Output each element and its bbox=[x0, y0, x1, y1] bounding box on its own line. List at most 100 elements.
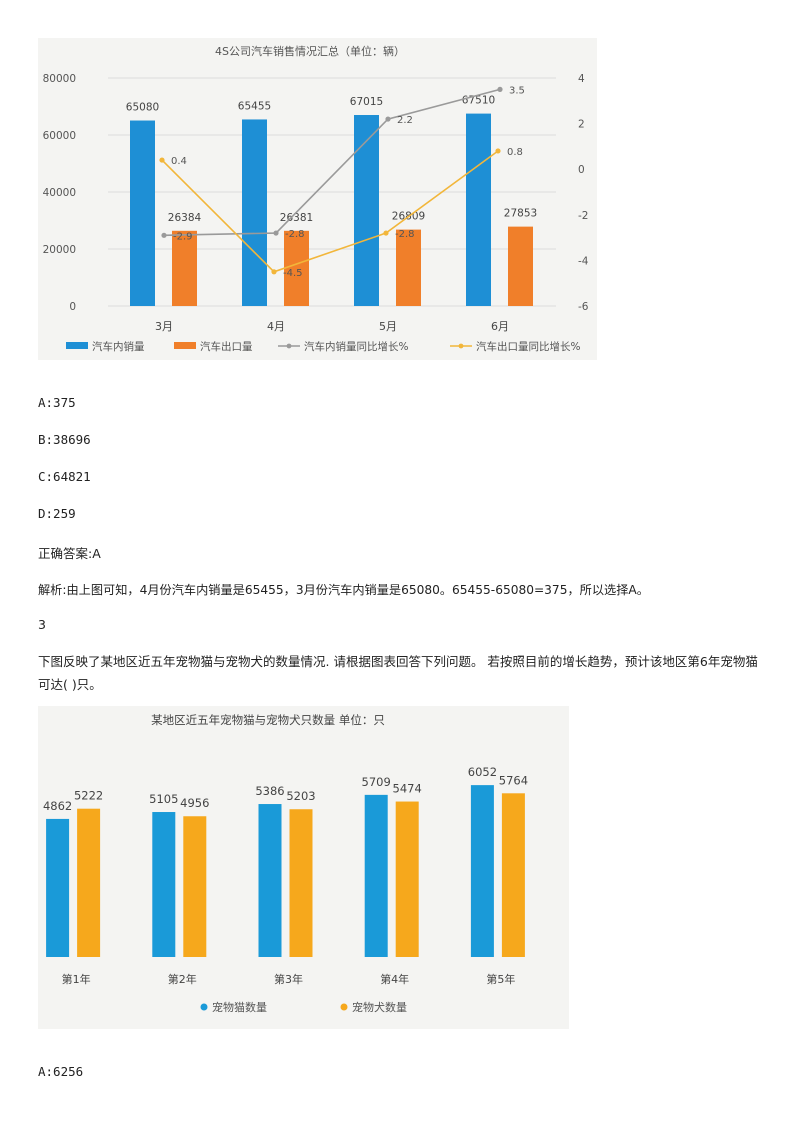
bar-data-label: 5764 bbox=[499, 773, 528, 787]
bar-data-label: 67510 bbox=[462, 95, 495, 107]
x-tick-label: 第4年 bbox=[380, 972, 409, 986]
bar-data-label: 65080 bbox=[126, 102, 159, 114]
pets-chart-title: 某地区近五年宠物猫与宠物犬只数量 单位：只 bbox=[151, 713, 385, 727]
line-data-label: 3.5 bbox=[509, 85, 525, 96]
option-d[interactable]: D:259 bbox=[38, 506, 76, 521]
legend-label: 汽车出口量同比增长% bbox=[476, 340, 580, 353]
x-tick-label: 4月 bbox=[267, 320, 285, 333]
line-point bbox=[271, 269, 277, 275]
question-number: 3 bbox=[38, 617, 46, 632]
y-left-tick-label: 80000 bbox=[43, 73, 76, 85]
bar-data-label: 5203 bbox=[286, 789, 315, 803]
y-right-tick-label: -6 bbox=[578, 301, 589, 313]
y-right-tick-label: -2 bbox=[578, 210, 588, 222]
x-tick-label: 第3年 bbox=[274, 972, 303, 986]
bar-data-label: 5386 bbox=[255, 784, 284, 798]
bar bbox=[508, 226, 533, 306]
line-point bbox=[161, 232, 167, 238]
bar bbox=[354, 115, 379, 306]
legend-swatch bbox=[200, 1003, 208, 1011]
line-data-label: -2.8 bbox=[285, 229, 305, 240]
line-data-label: 0.8 bbox=[507, 147, 523, 158]
y-right-tick-label: 2 bbox=[578, 119, 585, 131]
bar bbox=[289, 809, 313, 957]
y-right-tick-label: 0 bbox=[578, 164, 585, 176]
sales-chart-title: 4S公司汽车销售情况汇总（单位：辆） bbox=[215, 44, 405, 58]
bar-data-label: 26384 bbox=[168, 212, 202, 224]
bar bbox=[183, 816, 207, 957]
legend-label: 汽车内销量同比增长% bbox=[304, 340, 408, 353]
bar-data-label: 67015 bbox=[350, 96, 383, 108]
line-point bbox=[495, 148, 501, 154]
bar bbox=[395, 801, 419, 957]
correct-answer: 正确答案:A bbox=[38, 546, 101, 561]
line-point bbox=[273, 230, 279, 236]
line-point bbox=[497, 86, 503, 92]
y-left-tick-label: 40000 bbox=[43, 187, 76, 199]
legend-label: 宠物猫数量 bbox=[212, 1000, 267, 1014]
x-tick-label: 第5年 bbox=[486, 972, 515, 986]
bar bbox=[466, 113, 491, 306]
bar bbox=[77, 808, 101, 957]
bar-data-label: 6052 bbox=[468, 765, 497, 779]
bar-data-label: 5709 bbox=[362, 775, 391, 789]
line-data-label: 2.2 bbox=[397, 115, 413, 126]
option-a[interactable]: A:375 bbox=[38, 395, 76, 410]
series-line bbox=[163, 88, 501, 237]
bar-data-label: 65455 bbox=[238, 100, 271, 112]
bar bbox=[258, 804, 282, 957]
bar-data-label: 4862 bbox=[43, 799, 72, 813]
explanation: 解析:由上图可知，4月份汽车内销量是65455，3月份汽车内销量是65080。6… bbox=[38, 583, 649, 597]
pets-chart: 某地区近五年宠物猫与宠物犬只数量 单位：只 第1年 第2年 第3年 第4年 第5年 486… bbox=[38, 706, 569, 1029]
legend-swatch bbox=[340, 1003, 348, 1011]
x-tick-label: 6月 bbox=[491, 320, 509, 333]
bar-data-label: 26381 bbox=[280, 212, 313, 224]
sales-chart: 4S公司汽车销售情况汇总（单位：辆） 0 20000 40000 60000 80000… bbox=[38, 38, 597, 360]
bar-data-label: 5105 bbox=[149, 792, 178, 806]
bar-data-label: 5222 bbox=[74, 789, 103, 803]
legend-label: 宠物犬数量 bbox=[352, 1000, 407, 1014]
legend-swatch bbox=[66, 342, 88, 349]
legend-swatch bbox=[174, 342, 196, 349]
x-tick-label: 第2年 bbox=[168, 972, 197, 986]
x-tick-label: 第1年 bbox=[62, 972, 91, 986]
bar bbox=[284, 230, 309, 306]
option-b[interactable]: B:38696 bbox=[38, 432, 91, 447]
bar bbox=[130, 120, 155, 306]
legend-label: 汽车内销量 bbox=[92, 340, 145, 353]
bar-data-label: 27853 bbox=[504, 208, 537, 220]
bar bbox=[396, 229, 421, 306]
q3-option-a[interactable]: A:6256 bbox=[38, 1064, 84, 1079]
line-data-label: -2.9 bbox=[173, 231, 193, 242]
y-right-tick-label: -4 bbox=[578, 255, 589, 267]
line-data-label: -4.5 bbox=[283, 268, 303, 279]
pets-chart-svg: 某地区近五年宠物猫与宠物犬只数量 单位：只 第1年 第2年 第3年 第4年 第5年 486… bbox=[43, 713, 528, 1014]
bar bbox=[172, 230, 197, 306]
line-data-label: -2.8 bbox=[395, 229, 415, 240]
question-text: 下图反映了某地区近五年宠物猫与宠物犬的数量情况. 请根据图表回答下列问题。 若按… bbox=[38, 654, 758, 692]
legend-marker bbox=[286, 343, 292, 349]
legend-marker bbox=[458, 343, 464, 349]
series-line bbox=[161, 150, 499, 273]
bar bbox=[364, 794, 388, 957]
option-c[interactable]: C:64821 bbox=[38, 469, 91, 484]
y-right-tick-label: 4 bbox=[578, 73, 585, 85]
bar bbox=[242, 119, 267, 306]
bar-data-label: 5474 bbox=[393, 782, 422, 796]
bar bbox=[152, 812, 176, 957]
x-tick-label: 5月 bbox=[379, 320, 397, 333]
sales-chart-svg: 4S公司汽车销售情况汇总（单位：辆） 0 20000 40000 60000 80000… bbox=[43, 44, 589, 353]
line-point bbox=[383, 230, 389, 236]
x-tick-label: 3月 bbox=[155, 320, 173, 333]
line-data-label: 0.4 bbox=[171, 156, 187, 167]
legend-label: 汽车出口量 bbox=[200, 340, 253, 353]
bar bbox=[470, 785, 494, 957]
bar bbox=[501, 793, 525, 957]
bar bbox=[46, 818, 70, 957]
y-left-tick-label: 0 bbox=[69, 301, 76, 313]
line-point bbox=[159, 157, 165, 163]
y-left-tick-label: 60000 bbox=[43, 130, 76, 142]
line-point bbox=[385, 116, 391, 122]
bar-data-label: 4956 bbox=[180, 796, 209, 810]
y-left-tick-label: 20000 bbox=[43, 244, 76, 256]
